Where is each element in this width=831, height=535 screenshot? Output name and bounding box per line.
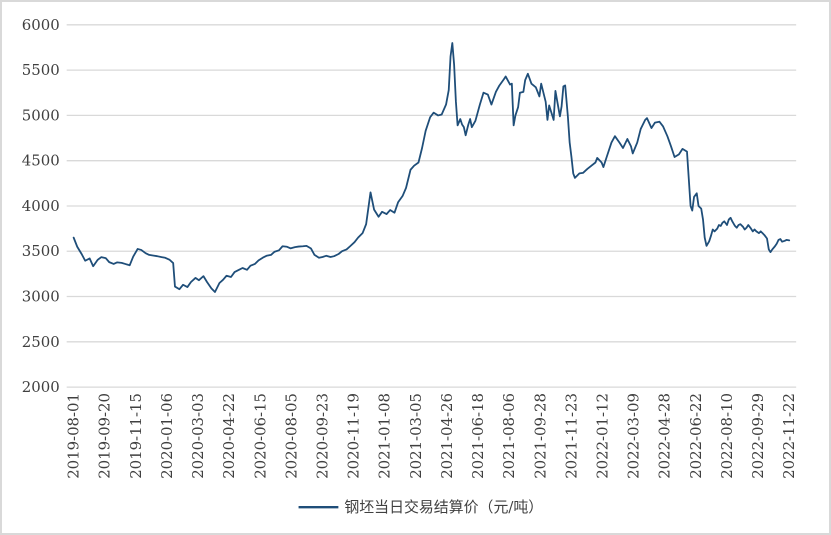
y-axis-label: 3000 xyxy=(22,288,60,306)
gridlines-group xyxy=(66,24,797,388)
x-axis-label: 2021-06-18 xyxy=(469,393,487,479)
legend-label: 钢坯当日交易结算价（元/吨） xyxy=(344,498,543,516)
x-axis-label: 2021-09-28 xyxy=(531,393,549,479)
x-axis-label: 2019-08-01 xyxy=(65,393,83,479)
x-axis-label: 2021-11-23 xyxy=(562,393,580,479)
x-axis-labels-group: 2019-08-01 2019-09-20 2019-11-15 2020-01-06… xyxy=(65,393,799,479)
x-axis-label: 2020-03-03 xyxy=(189,393,207,479)
y-axis-label: 4500 xyxy=(22,152,60,170)
x-axis-label: 2022-08-10 xyxy=(718,393,736,479)
y-axis-label: 2000 xyxy=(22,378,60,396)
x-axis-label: 2021-01-08 xyxy=(376,393,394,479)
x-axis-label: 2022-01-12 xyxy=(593,393,611,479)
x-axis-label: 2022-04-28 xyxy=(656,393,674,479)
x-axis-label: 2019-11-15 xyxy=(127,393,145,479)
x-axis-label: 2020-01-06 xyxy=(158,393,176,479)
x-axis-label: 2021-04-26 xyxy=(438,393,456,479)
y-axis-labels-group: 2000 2500 3000 3500 4000 4500 5000 5500 6000 xyxy=(22,16,60,396)
x-axis-label: 2022-06-22 xyxy=(687,393,705,479)
x-axis-label: 2020-08-05 xyxy=(282,393,300,479)
x-axis-label: 2022-11-22 xyxy=(780,393,798,479)
series-group xyxy=(72,42,791,293)
x-axis-label: 2021-08-06 xyxy=(500,393,518,479)
y-axis-label: 5000 xyxy=(22,106,60,124)
x-axis-label: 2020-09-23 xyxy=(313,393,331,479)
x-axis-label: 2021-03-05 xyxy=(407,393,425,479)
x-axis-label: 2019-09-20 xyxy=(96,393,114,479)
x-axis-label: 2020-06-15 xyxy=(251,393,269,479)
y-axis-label: 2500 xyxy=(22,333,60,351)
x-axis-label: 2022-09-29 xyxy=(749,393,767,479)
y-axis-label: 3500 xyxy=(22,242,60,260)
y-axis-label: 6000 xyxy=(22,16,60,34)
x-axis-label: 2020-11-19 xyxy=(345,393,363,479)
x-axis-label: 2022-03-09 xyxy=(625,393,643,479)
x-axis-label: 2020-04-22 xyxy=(220,393,238,479)
price-series-line xyxy=(72,42,791,293)
legend: 钢坯当日交易结算价（元/吨） xyxy=(298,498,543,516)
y-axis-label: 4000 xyxy=(22,197,60,215)
y-axis-label: 5500 xyxy=(22,61,60,79)
